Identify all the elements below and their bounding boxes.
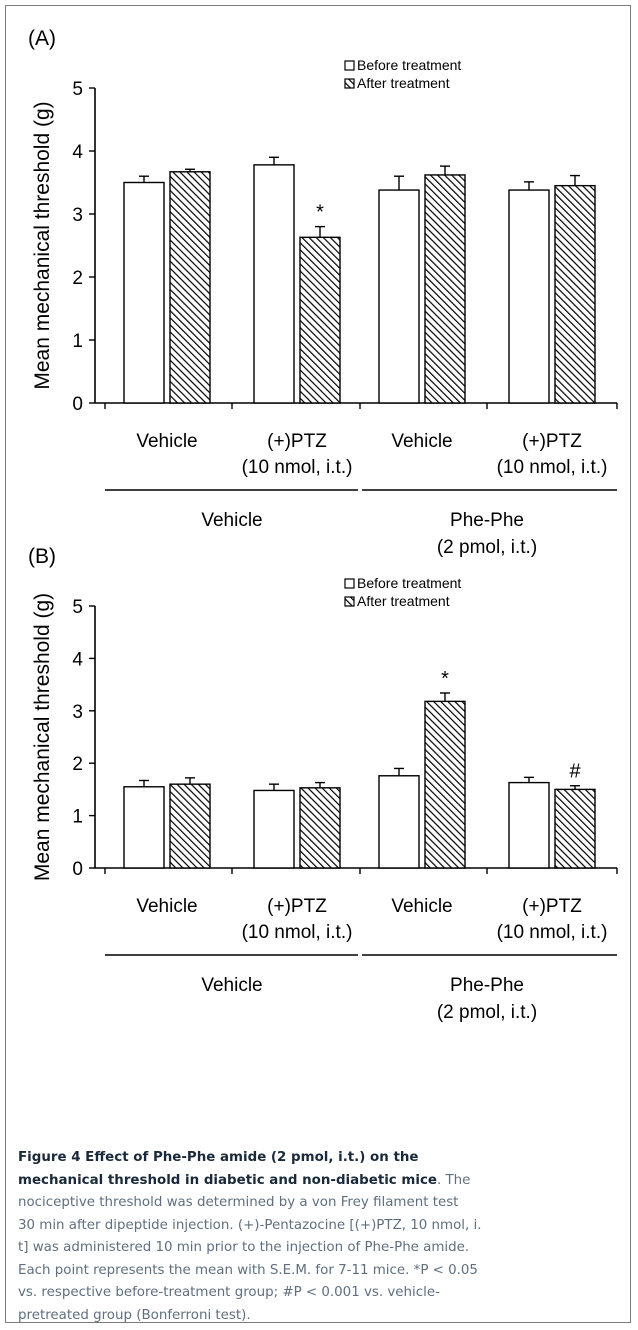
caption-line: Figure 4 Effect of Phe-Phe amide (2 pmol… xyxy=(18,1147,616,1170)
x-category-label: Vehicle xyxy=(136,431,197,452)
y-tick-label: 5 xyxy=(72,597,83,618)
legend-label: After treatment xyxy=(357,75,450,91)
legend-label: After treatment xyxy=(357,593,450,609)
y-tick-label: 2 xyxy=(72,754,83,775)
x-category-sublabel: (10 nmol, i.t.) xyxy=(242,457,353,478)
y-tick-label: 5 xyxy=(72,79,83,100)
panel-label: (B) xyxy=(28,545,56,568)
x-category-label: (+)PTZ xyxy=(267,431,327,452)
bar-before-treatment xyxy=(378,189,420,404)
bar-after-treatment xyxy=(299,787,341,869)
significance-marker: # xyxy=(569,761,581,783)
y-tick-label: 1 xyxy=(72,807,83,828)
x-category-label: (+)PTZ xyxy=(522,431,582,452)
bar-after-treatment xyxy=(554,184,596,404)
y-tick-label: 0 xyxy=(72,394,83,415)
y-tick-label: 0 xyxy=(72,859,83,880)
bar-after-treatment xyxy=(554,788,596,869)
group-label: Vehicle xyxy=(201,975,262,996)
x-category-sublabel: (10 nmol, i.t.) xyxy=(497,922,608,943)
y-tick-label: 3 xyxy=(72,205,83,226)
figure-caption: Figure 4 Effect of Phe-Phe amide (2 pmol… xyxy=(18,1147,616,1327)
caption-text-line: 30 min after dipeptide injection. (+)-Pe… xyxy=(18,1217,482,1233)
y-tick-label: 1 xyxy=(72,331,83,352)
legend-swatch xyxy=(344,78,355,89)
panel-b: (B) Mean mechanical threshold (g) 0 1 2 3 4 5 * #… xyxy=(28,545,618,1023)
x-category-label: (+)PTZ xyxy=(267,896,327,917)
panel-label: (A) xyxy=(28,27,56,50)
caption-text-line: t] was administered 10 min prior to the … xyxy=(18,1240,470,1255)
group-label: Phe-Phe xyxy=(450,975,524,996)
y-tick-label: 4 xyxy=(72,649,83,670)
caption-line: mechanical threshold in diabetic and non… xyxy=(18,1170,616,1193)
x-category-label: (+)PTZ xyxy=(522,896,582,917)
significance-marker: * xyxy=(316,202,324,224)
significance-marker: * xyxy=(441,668,449,690)
x-category-label: Vehicle xyxy=(391,431,452,452)
group-label: Vehicle xyxy=(201,510,262,531)
bar-before-treatment xyxy=(508,781,550,869)
y-axis-label: Mean mechanical threshold (g) xyxy=(31,101,54,389)
bar-after-treatment xyxy=(169,783,211,869)
y-tick-label: 2 xyxy=(72,268,83,289)
y-tick-label: 4 xyxy=(72,142,83,163)
caption-after-title: . The xyxy=(436,1172,471,1188)
bar-after-treatment xyxy=(169,171,211,404)
caption-text-line: pretreated group (Bonferroni test). xyxy=(18,1307,251,1323)
x-category-label: Vehicle xyxy=(136,896,197,917)
bar-after-treatment xyxy=(424,700,466,869)
y-tick-label: 3 xyxy=(72,702,83,723)
group-sublabel: (2 pmol, i.t.) xyxy=(437,1002,537,1023)
bar-before-treatment xyxy=(253,164,295,404)
legend-label: Before treatment xyxy=(357,57,461,73)
group-label: Phe-Phe xyxy=(450,510,524,531)
caption-text-line: Each point represents the mean with S.E.… xyxy=(18,1262,478,1278)
caption-text-line: nociceptive threshold was determined by … xyxy=(18,1195,459,1210)
group-sublabel: (2 pmol, i.t.) xyxy=(437,537,537,558)
legend-swatch xyxy=(344,60,355,71)
caption-title-line2: mechanical threshold in diabetic and non… xyxy=(18,1172,437,1188)
bar-after-treatment xyxy=(299,236,341,404)
bar-before-treatment xyxy=(253,789,295,869)
bar-before-treatment xyxy=(123,786,165,869)
x-category-sublabel: (10 nmol, i.t.) xyxy=(242,922,353,943)
bar-before-treatment xyxy=(123,181,165,404)
caption-text-line: vs. respective before-treatment group; #… xyxy=(18,1285,440,1300)
figure-charts: (A) Mean mechanical threshold (g) 0 1 2 3 4 5 * B… xyxy=(28,27,618,1023)
y-axis-label: Mean mechanical threshold (g) xyxy=(31,593,54,881)
x-category-sublabel: (10 nmol, i.t.) xyxy=(497,457,608,478)
legend-swatch xyxy=(344,578,355,589)
legend-label: Before treatment xyxy=(357,575,461,591)
bar-after-treatment xyxy=(424,174,466,404)
bar-before-treatment xyxy=(508,189,550,404)
legend-swatch xyxy=(344,596,355,607)
caption-title-line1: Figure 4 Effect of Phe-Phe amide (2 pmol… xyxy=(18,1150,419,1165)
bar-before-treatment xyxy=(378,775,420,869)
x-category-label: Vehicle xyxy=(391,896,452,917)
panel-a: (A) Mean mechanical threshold (g) 0 1 2 3 4 5 * B… xyxy=(28,27,618,558)
